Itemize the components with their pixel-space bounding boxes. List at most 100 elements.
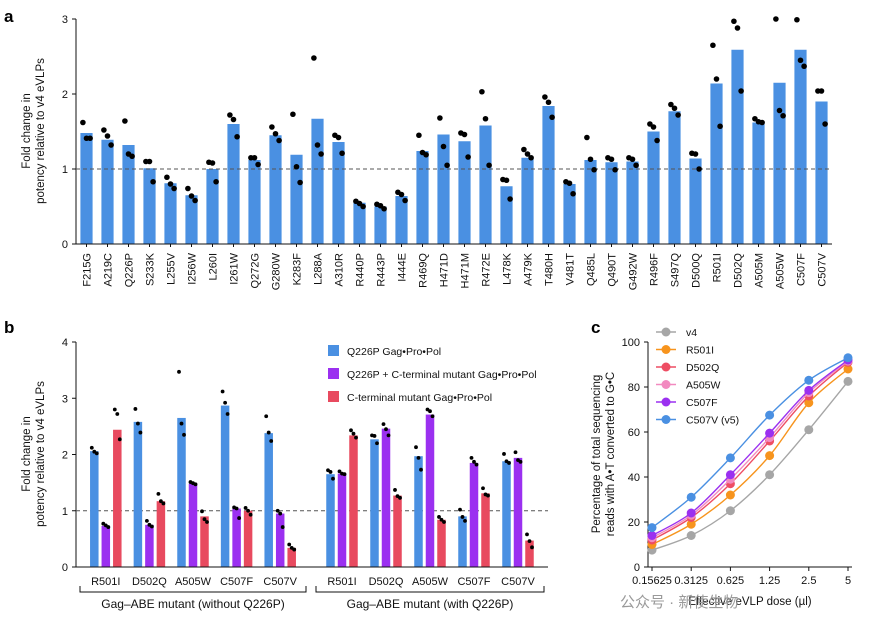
panel-label-c: c [591, 318, 600, 337]
y-tick-label-b: 3 [62, 393, 68, 405]
bar-a-Q226P [122, 145, 135, 244]
replicate-point-a [440, 143, 447, 150]
legend-label-c: C507F [686, 397, 718, 409]
bar-a-C507F [794, 49, 807, 244]
bar-b-C507V [502, 461, 511, 567]
legend-marker-c [661, 362, 671, 372]
series-point-c [686, 519, 696, 529]
replicate-point-b [349, 428, 353, 433]
x-tick-label-a-R501I: R501I [712, 253, 724, 282]
y-tick-label-a: 1 [62, 164, 68, 176]
y-axis-title-c-line2: reads with A•T converted to G•C [605, 372, 617, 536]
replicate-point-b [243, 506, 248, 510]
replicate-point-a [188, 193, 195, 199]
replicate-point-b [472, 459, 476, 464]
x-tick-label-c: 0.15625 [632, 575, 672, 587]
replicate-point-a [710, 42, 716, 49]
replicate-point-b [398, 495, 402, 500]
bar-a-A505M [752, 122, 765, 244]
replicate-point-b [416, 455, 421, 460]
bar-a-S497Q [668, 111, 681, 244]
replicate-point-a [612, 166, 618, 173]
replicate-point-b [331, 476, 335, 481]
replicate-point-a [192, 197, 198, 204]
replicate-point-b [225, 412, 230, 416]
y-tick-label-a: 2 [62, 89, 68, 101]
x-tick-label-a-H471D: H471D [439, 253, 451, 287]
replicate-point-b [375, 441, 379, 446]
replicate-point-a [545, 99, 552, 106]
x-tick-label-a-A505W: A505W [775, 252, 787, 289]
panel-label-b: b [4, 318, 14, 337]
x-tick-label-a-R443P: R443P [376, 253, 388, 287]
bar-b-A505W [200, 516, 209, 567]
replicate-point-b [518, 459, 523, 464]
replicate-point-a [633, 162, 639, 169]
x-tick-label-a-R472E: R472E [481, 253, 493, 287]
replicate-point-b [193, 482, 198, 487]
replicate-point-b [474, 462, 479, 467]
replicate-point-b [94, 451, 99, 456]
bar-b-C507V [513, 457, 523, 567]
group-bracket-b [79, 586, 307, 593]
replicate-point-a [696, 166, 702, 172]
replicate-point-b [150, 524, 154, 529]
x-tick-label-b-R501I: R501I [327, 576, 356, 588]
replicate-point-a [227, 112, 233, 118]
x-tick-label-b-C507F: C507F [457, 576, 490, 588]
bar-b-C507V [275, 513, 285, 567]
replicate-point-b [414, 445, 418, 450]
replicate-point-a [293, 163, 300, 170]
replicate-point-a [668, 101, 674, 108]
replicate-point-a [437, 115, 443, 121]
y-tick-label-c: 20 [628, 517, 640, 529]
x-tick-label-b-A505W: A505W [412, 576, 449, 588]
y-axis-title-b: Fold change in potency relative to v4 eVL… [21, 381, 47, 527]
series-point-c [843, 353, 853, 363]
replicate-point-b [237, 516, 242, 520]
bar-a-I261W [227, 124, 240, 244]
replicate-point-a [87, 135, 93, 142]
replicate-point-a [549, 114, 555, 121]
y-axis-title-a-line1: Fold change in [21, 93, 33, 168]
bar-a-A219C [101, 139, 114, 244]
x-tick-label-a-L478K: L478K [502, 252, 514, 284]
replicate-point-a [566, 180, 573, 187]
x-tick-label-a-L255V: L255V [166, 252, 178, 284]
panel-label-a: a [4, 7, 14, 26]
bar-a-L260I [206, 169, 219, 244]
panel-b: 0 1 2 3 4 Fold change in potency relative to v… [21, 337, 548, 611]
replicate-point-b [328, 470, 333, 474]
replicate-point-b [442, 520, 446, 524]
replicate-point-a [290, 111, 296, 118]
replicate-point-b [106, 525, 111, 529]
y-tick-label-b: 4 [62, 337, 68, 349]
replicate-point-a [150, 178, 156, 185]
replicate-point-b [372, 434, 377, 438]
replicate-point-a [164, 174, 170, 181]
bar-a-L255V [164, 183, 177, 244]
x-tick-label-b-C507V: C507V [501, 576, 535, 588]
replicate-point-a [234, 133, 240, 140]
replicate-point-a [521, 146, 527, 153]
replicate-point-a [801, 63, 807, 70]
x-axis-title-c: Effective eVLP dose (µl) [688, 596, 811, 608]
series-line-c-D502Q [651, 361, 849, 541]
bar-b-C507F [469, 462, 479, 567]
replicate-point-a [776, 107, 783, 114]
bar-a-G280W [269, 135, 282, 244]
replicate-point-a [335, 134, 342, 141]
replicate-point-b [439, 517, 444, 522]
y-axis-title-b-line2: potency relative to v4 eVLPs [35, 381, 47, 527]
replicate-point-b [430, 414, 435, 419]
series-point-c [765, 428, 775, 438]
bar-a-D500Q [689, 158, 702, 244]
replicate-point-a [570, 190, 576, 197]
replicate-point-a [759, 119, 765, 126]
legend-swatch-b [328, 368, 339, 379]
replicate-point-a [360, 203, 366, 210]
y-tick-label-a: 3 [62, 14, 68, 26]
x-tick-label-a-Q226P: Q226P [124, 253, 136, 287]
